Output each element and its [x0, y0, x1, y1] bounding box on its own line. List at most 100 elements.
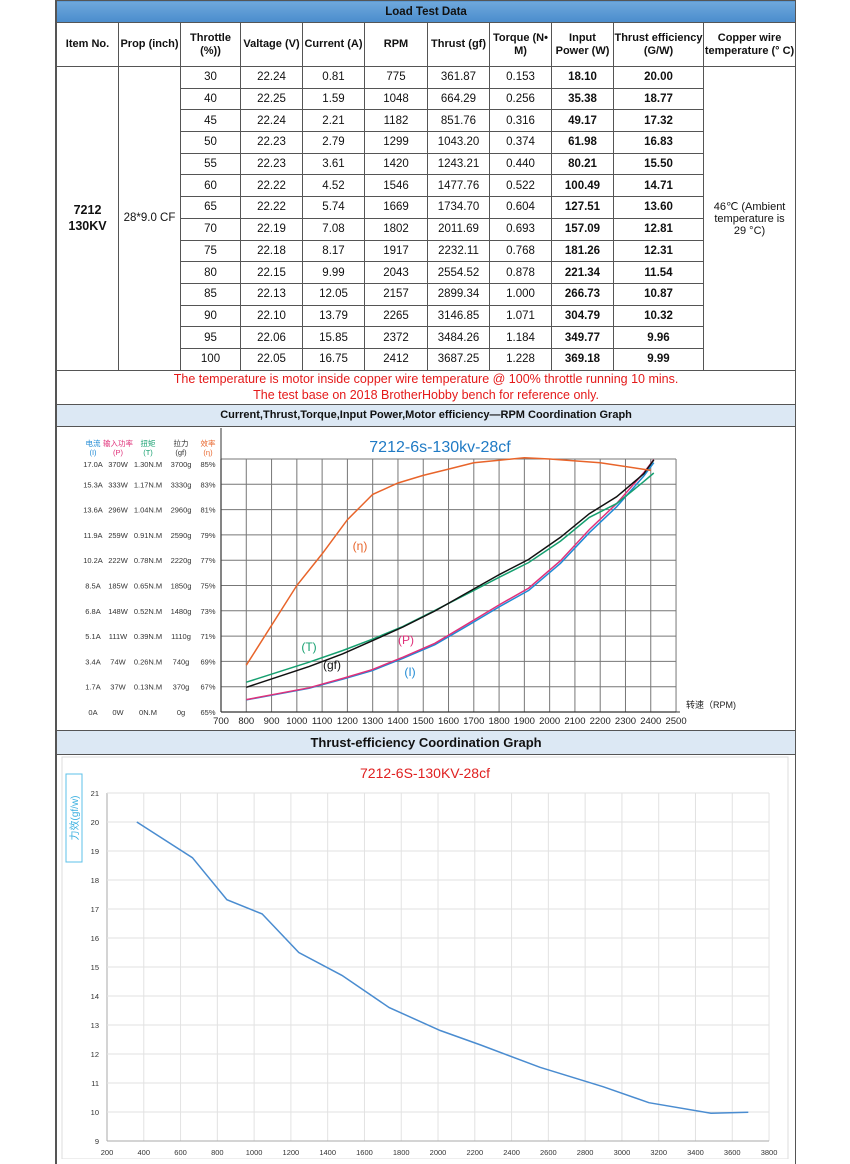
- table-cell: 369.18: [551, 347, 614, 371]
- table-cell: 1243.21: [427, 152, 490, 176]
- table-cell: 2157: [364, 282, 428, 306]
- axis-tick-P: 296W: [108, 506, 129, 515]
- column-header: Copper wire temperature (° C): [702, 22, 797, 67]
- axis-tick-I: 11.9A: [83, 531, 102, 540]
- table-cell: 10.32: [613, 304, 704, 328]
- table-cell: 1182: [364, 109, 428, 133]
- table-cell: 22.22: [240, 196, 303, 219]
- y-tick-label: 15: [91, 963, 99, 972]
- axis-tick-gf: 370g: [173, 683, 190, 692]
- table-cell: 221.34: [551, 261, 614, 284]
- y-tick-label: 11: [91, 1079, 99, 1088]
- axis-tick-P: 222W: [108, 556, 129, 565]
- efficiency-line: [136, 821, 749, 1114]
- table-cell: 2043: [364, 261, 428, 284]
- table-cell: 361.87: [427, 66, 490, 89]
- column-header: Thrust efficiency (G/W): [613, 22, 704, 67]
- axis-tick-eta: 73%: [200, 607, 215, 616]
- series-line-gf: [246, 459, 655, 689]
- series-line-P: [246, 459, 655, 701]
- table-cell: 0.604: [489, 196, 552, 219]
- axis-unit-I: (I): [89, 448, 97, 457]
- table-cell: 4.52: [302, 174, 365, 198]
- table-cell: 12.31: [613, 239, 704, 263]
- table-cell: 0.522: [489, 174, 552, 198]
- x-tick-label: 3000: [614, 1148, 631, 1157]
- table-cell: 10.87: [613, 282, 704, 306]
- graph1-title: Current,Thrust,Torque,Input Power,Motor …: [55, 403, 797, 427]
- x-tick-label: 3800: [761, 1148, 778, 1157]
- x-tick-label: 800: [211, 1148, 224, 1157]
- x-tick-label: 1400: [319, 1148, 336, 1157]
- axis-tick-T: 1.04N.M: [134, 506, 162, 515]
- table-cell: 2.79: [302, 131, 365, 154]
- table-cell: 0.440: [489, 152, 552, 176]
- table-cell: 22.18: [240, 239, 303, 263]
- footnote-line-2: The test base on 2018 BrotherHobby bench…: [253, 388, 599, 403]
- table-cell: 15.50: [613, 152, 704, 176]
- table-cell: 22.23: [240, 131, 303, 154]
- x-tick-label: 400: [138, 1148, 151, 1157]
- y-tick-label: 21: [91, 789, 99, 798]
- axis-tick-T: 0.78N.M: [134, 556, 162, 565]
- table-row: 65 22.22 5.74 1669 1734.70 0.604 127.51 13.60: [57, 196, 796, 219]
- table-row: 100 22.05 16.75 2412 3687.25 1.228 369.18 9.99: [57, 347, 796, 371]
- x-tick-label: 1500: [413, 716, 434, 727]
- axis-tick-I: 8.5A: [85, 582, 100, 591]
- table-row: 40 22.25 1.59 1048 664.29 0.256 35.38 18.77: [57, 87, 796, 111]
- axis-tick-P: 111W: [109, 632, 128, 641]
- table-cell: 2899.34: [427, 282, 490, 306]
- axis-tick-I: 13.6A: [83, 506, 103, 515]
- table-cell: 775: [364, 66, 428, 89]
- axis-tick-gf: 3700g: [171, 460, 192, 469]
- axis-tick-gf: 2960g: [171, 506, 192, 515]
- y-tick-label: 12: [91, 1050, 99, 1059]
- axis-tick-I: 5.1A: [85, 632, 100, 641]
- table-cell: 0.316: [489, 109, 552, 133]
- table-cell: 1.59: [302, 87, 365, 111]
- table-cell: 1917: [364, 239, 428, 263]
- table-row: 90 22.10 13.79 2265 3146.85 1.071 304.79 10.32: [57, 304, 796, 328]
- x-tick-label: 1800: [393, 1148, 410, 1157]
- x-axis-label: 转速（RPM): [686, 699, 736, 710]
- table-cell: 100: [180, 347, 241, 371]
- y-axis-label-box: [65, 773, 83, 863]
- table-cell: 95: [180, 326, 241, 349]
- table-cell: 60: [180, 174, 241, 198]
- column-header: Throttle (%)): [180, 22, 241, 67]
- column-header: Thrust (gf): [427, 22, 490, 67]
- column-header: RPM: [364, 22, 428, 67]
- table-cell: 35.38: [551, 87, 614, 111]
- x-tick-label: 600: [174, 1148, 187, 1157]
- series-line-T: [246, 472, 655, 683]
- table-cell: 9.96: [613, 326, 704, 349]
- axis-tick-gf: 1850g: [171, 582, 192, 591]
- table-cell: 80: [180, 261, 241, 284]
- table-cell: 20.00: [613, 66, 704, 89]
- x-tick-label: 200: [101, 1148, 114, 1157]
- table-cell: 30: [180, 66, 241, 89]
- table-cell: 22.19: [240, 217, 303, 241]
- column-header: Item No.: [56, 22, 119, 67]
- table-cell: 0.878: [489, 261, 552, 284]
- table-cell: 1048: [364, 87, 428, 111]
- axis-tick-P: 0W: [112, 708, 124, 717]
- table-cell: 12.05: [302, 282, 365, 306]
- axis-tick-P: 74W: [110, 657, 126, 666]
- table-cell: 15.85: [302, 326, 365, 349]
- table-cell: 9.99: [613, 347, 704, 371]
- table-cell: 22.10: [240, 304, 303, 328]
- rpm-coordination-chart: 700 800 900 1000 1100 1200 1300 1400 1500 1600 170…: [83, 428, 736, 727]
- axis-tick-gf: 2590g: [171, 531, 192, 540]
- table-cell: 157.09: [551, 217, 614, 241]
- table-row: 85 22.13 12.05 2157 2899.34 1.000 266.73 10.87: [57, 282, 796, 306]
- table-cell: 22.05: [240, 347, 303, 371]
- table-cell: 100.49: [551, 174, 614, 198]
- axis-tick-I: 0A: [88, 708, 97, 717]
- axis-tick-I: 15.3A: [83, 480, 103, 489]
- table-cell: 55: [180, 152, 241, 176]
- axis-tick-P: 259W: [108, 531, 129, 540]
- table-cell: 1.071: [489, 304, 552, 328]
- axis-header-eta: 效率: [201, 438, 216, 448]
- table-cell: 2554.52: [427, 261, 490, 284]
